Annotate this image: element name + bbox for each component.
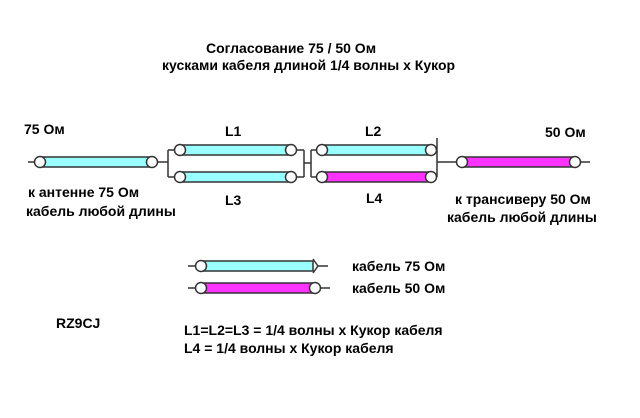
output-cable-50 <box>462 156 576 168</box>
antenna-side-label-2: кабель любой длины <box>26 203 176 219</box>
label-L1: L1 <box>225 123 242 139</box>
cable-L1-end-right <box>284 143 298 157</box>
cable-L3-end-left <box>173 170 187 184</box>
title-line-2: кусками кабеля длиной 1/4 волны х Кукор <box>162 57 456 73</box>
trx-side-label-2: кабель любой длины <box>447 209 597 225</box>
cable-L3-end-right <box>284 170 298 184</box>
input-cable-75 <box>39 156 151 168</box>
legend-cable-50 <box>200 282 314 294</box>
output-impedance-label: 50 Ом <box>545 124 586 140</box>
legend-50-end-right <box>308 281 322 295</box>
label-L3: L3 <box>225 192 242 208</box>
cable-L2-end-left <box>315 143 329 157</box>
legend-75-bracket <box>312 258 319 267</box>
legend-cable-75 <box>200 260 314 272</box>
cable-L3 <box>179 171 291 183</box>
cable-L1 <box>179 144 291 156</box>
author-callsign: RZ9CJ <box>56 315 101 331</box>
input-cable-end-left <box>33 155 47 169</box>
cable-L2-end-right <box>424 143 438 157</box>
cable-L4 <box>321 171 432 183</box>
formula-line-2: L4 = 1/4 волны х Кукор кабеля <box>184 340 394 356</box>
input-impedance-label: 75 Ом <box>24 121 65 137</box>
output-cable-end-left <box>455 155 469 169</box>
trx-side-label-1: к трансиверу 50 Ом <box>455 191 591 207</box>
legend-75-end-left <box>194 259 208 273</box>
cable-L4-end-right <box>424 170 438 184</box>
legend-50-end-left <box>194 281 208 295</box>
legend-label-75: кабель 75 Ом <box>352 258 446 274</box>
label-L2: L2 <box>365 123 382 139</box>
antenna-side-label-1: к антенне 75 Ом <box>28 184 140 200</box>
cable-L1-end-left <box>173 143 187 157</box>
output-cable-end-right <box>568 155 582 169</box>
cable-L2 <box>321 144 432 156</box>
input-cable-end-right <box>145 155 159 169</box>
legend-label-50: кабель 50 Ом <box>352 280 446 296</box>
formula-line-1: L1=L2=L3 = 1/4 волны х Кукор кабеля <box>184 322 443 338</box>
label-L4: L4 <box>366 190 383 206</box>
title-line-1: Согласование 75 / 50 Ом <box>206 40 377 56</box>
cable-L4-end-left <box>315 170 329 184</box>
legend-75-bracket-b <box>312 265 319 274</box>
